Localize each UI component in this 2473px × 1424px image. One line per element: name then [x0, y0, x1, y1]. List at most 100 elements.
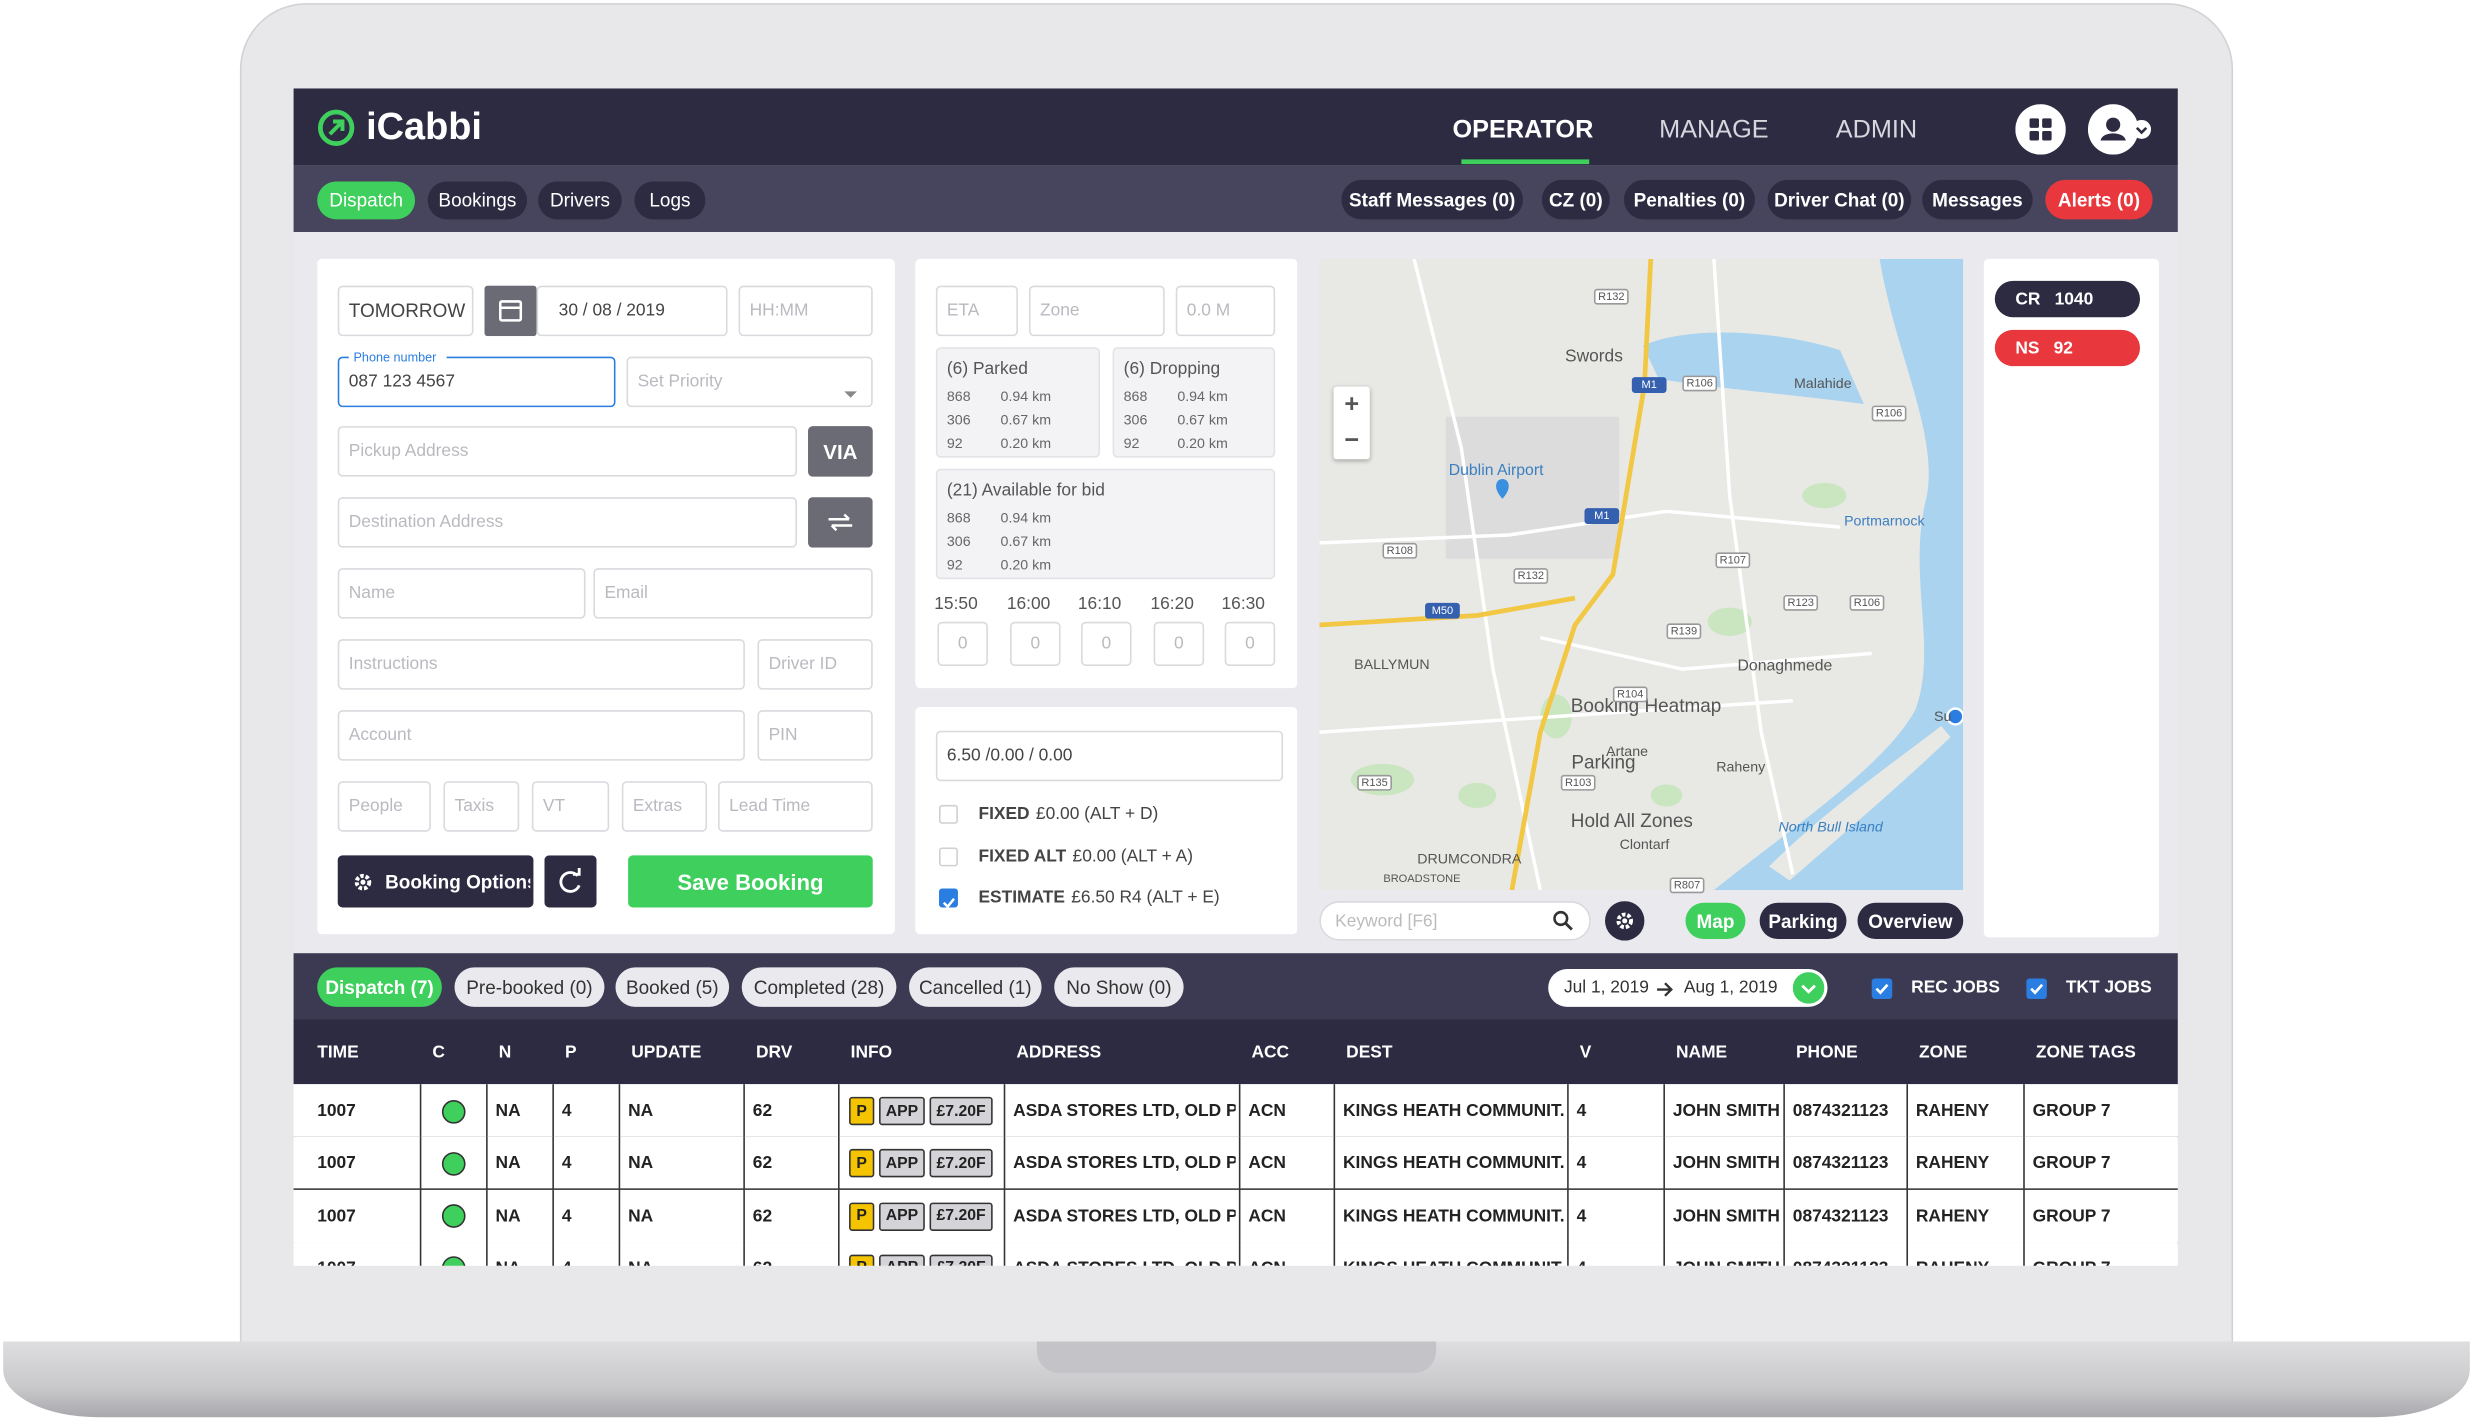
booking-options-button[interactable]: Booking Options — [337, 855, 534, 908]
checkbox[interactable] — [1871, 978, 1893, 999]
column-header: ZONE TAGS — [2035, 1042, 2136, 1062]
input-field[interactable]: Extras — [621, 781, 708, 832]
input-field[interactable]: Zone — [1028, 285, 1165, 337]
column-header: TIME — [317, 1042, 359, 1062]
input-field[interactable]: HH:MM — [738, 285, 873, 337]
job-tab[interactable]: Booked (5) — [615, 967, 730, 1007]
cell-divider — [1238, 1084, 1241, 1138]
column-header: ZONE — [1919, 1042, 1968, 1062]
input-field[interactable]: 087 123 4567 — [337, 356, 616, 408]
toolbar-button[interactable]: Messages — [1922, 179, 2033, 220]
input-field[interactable]: 6.50 /0.00 / 0.00 — [935, 730, 1284, 782]
screen: iCabbi OPERATOR MANAGE ADMIN Dispatch Booking… — [293, 88, 2178, 1266]
map-view-button[interactable]: Overview — [1857, 902, 1964, 940]
cell-divider — [1238, 1189, 1241, 1243]
driver-id: 868 — [1123, 388, 1148, 405]
table-cell: RAHENY — [1915, 1206, 1990, 1226]
toolbar-button[interactable]: Staff Messages (0) — [1341, 179, 1523, 220]
zone-count[interactable]: CR 1040 — [1994, 280, 2140, 318]
checkbox[interactable] — [939, 846, 958, 866]
input-field[interactable]: Pickup Address — [337, 426, 797, 477]
date-range[interactable]: Jul 1, 2019 Aug 1, 2019 — [1548, 968, 1828, 1007]
input-field[interactable]: Account — [337, 710, 745, 761]
job-tab[interactable]: Pre-booked (0) — [454, 967, 605, 1007]
input-field[interactable]: People — [337, 781, 431, 832]
job-tab[interactable]: Completed (28) — [741, 967, 897, 1007]
zone-count[interactable]: NS 92 — [1994, 329, 2140, 367]
zone-value: 92 — [2053, 338, 2073, 358]
input-field[interactable]: ETA — [935, 285, 1018, 337]
job-tab[interactable]: No Show (0) — [1054, 967, 1184, 1007]
time-slot: 15:50 — [934, 594, 978, 614]
input-field[interactable]: Destination Address — [337, 497, 797, 548]
map-search[interactable]: Keyword [F6] — [1319, 901, 1591, 941]
tab[interactable]: Drivers — [538, 181, 622, 220]
refresh-button[interactable] — [544, 855, 597, 908]
nav-item[interactable]: OPERATOR — [1452, 116, 1594, 144]
save-booking-button[interactable]: Save Booking — [628, 855, 873, 908]
table-row[interactable] — [293, 1241, 2178, 1266]
via-button[interactable]: VIA — [808, 426, 873, 477]
driver-distance: 0.20 km — [1000, 557, 1052, 573]
column-header: P — [564, 1042, 577, 1062]
cell-divider — [486, 1189, 488, 1243]
map-label: Clontarf — [1619, 836, 1670, 853]
toolbar-button[interactable]: Alerts (0) — [2045, 179, 2153, 220]
slot-count: 0 — [1153, 621, 1205, 666]
checkbox[interactable] — [939, 804, 958, 824]
nav-item[interactable]: MANAGE — [1659, 116, 1769, 144]
nav-item[interactable]: ADMIN — [1835, 116, 1918, 144]
price-option: FIXED £0.00 (ALT + D) — [978, 802, 1278, 827]
tab[interactable]: Dispatch — [317, 181, 416, 220]
input-field[interactable]: Name — [337, 568, 586, 619]
input-field[interactable]: VT — [531, 781, 610, 832]
input-field[interactable]: 0.0 M — [1175, 285, 1276, 337]
toolbar-button[interactable]: Penalties (0) — [1623, 179, 1755, 220]
zoom-in[interactable]: + — [1344, 390, 1360, 418]
map-settings[interactable] — [1604, 901, 1645, 941]
input-field[interactable]: Instructions — [337, 639, 745, 690]
apps-button[interactable] — [2015, 104, 2066, 155]
tab[interactable]: Logs — [634, 181, 706, 220]
table-cell: NA — [495, 1154, 521, 1174]
zoom-out[interactable]: − — [1344, 426, 1360, 454]
table-cell: 0874321123 — [1792, 1101, 1889, 1121]
table-cell: ASDA STORES LTD, OLD P... — [1013, 1242, 1236, 1265]
group-title: (6) Dropping — [1123, 359, 1221, 379]
input-field[interactable]: Set Priority — [626, 356, 873, 408]
table-cell: 62 — [753, 1242, 835, 1265]
map — [1319, 258, 1964, 891]
zone-code: CR — [2015, 289, 2041, 309]
input-field[interactable]: TOMORROW — [337, 285, 474, 337]
table-cell: 4 — [1576, 1154, 1587, 1174]
checkbox[interactable] — [2026, 978, 2047, 999]
job-tab[interactable]: Dispatch (7) — [317, 967, 442, 1007]
swap-button[interactable] — [808, 497, 873, 548]
input-field[interactable]: Email — [593, 568, 873, 619]
table-cell: ASDA STORES LTD, OLD P... — [1013, 1206, 1236, 1226]
input-field[interactable]: Driver ID — [757, 639, 873, 690]
cell-divider — [419, 1136, 422, 1191]
road-label: R108 — [1382, 542, 1418, 559]
user-button[interactable] — [2087, 104, 2154, 155]
input-field[interactable]: 30 / 08 / 2019 — [536, 285, 728, 337]
checkbox[interactable] — [939, 888, 958, 909]
map-view-button[interactable]: Map — [1685, 902, 1746, 940]
toolbar-button[interactable]: CZ (0) — [1541, 179, 1610, 220]
road-label: R123 — [1783, 594, 1819, 611]
table-cell: ACN — [1248, 1206, 1286, 1226]
job-tab[interactable]: Cancelled (1) — [909, 967, 1042, 1007]
tab[interactable]: Bookings — [427, 181, 528, 220]
table-cell: 4 — [1576, 1206, 1587, 1226]
driver-distance: 0.20 km — [1000, 435, 1052, 452]
input-field[interactable]: PIN — [757, 710, 873, 761]
map-view-button[interactable]: Parking — [1759, 902, 1847, 940]
input-field[interactable]: Lead Time — [718, 781, 873, 832]
cell-divider — [743, 1241, 745, 1266]
input-field[interactable]: Taxis — [443, 781, 520, 832]
slot-count: 0 — [1224, 621, 1276, 666]
table-row[interactable] — [293, 1189, 2178, 1243]
table-cell: 62 — [752, 1154, 773, 1174]
toolbar-button[interactable]: Driver Chat (0) — [1767, 179, 1912, 220]
map-label: Artane — [1606, 743, 1649, 760]
